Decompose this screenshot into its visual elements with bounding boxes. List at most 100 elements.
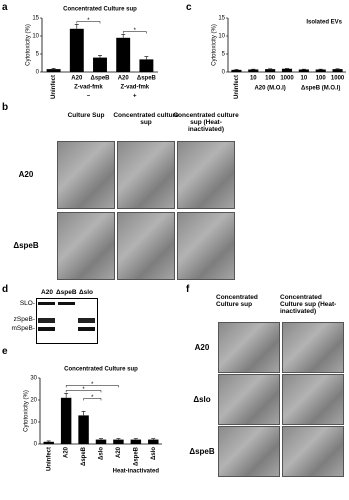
micrograph bbox=[117, 212, 175, 280]
significance-mark: * bbox=[91, 395, 94, 401]
group-label: Z-vad-fmk bbox=[120, 85, 149, 91]
bar bbox=[95, 439, 107, 444]
error-bar bbox=[51, 68, 56, 70]
micrograph bbox=[218, 322, 280, 373]
x-tick-label: A20 bbox=[116, 446, 122, 458]
micrograph bbox=[177, 141, 235, 209]
error-bar bbox=[133, 438, 138, 440]
micrograph bbox=[218, 426, 280, 477]
error-bar bbox=[46, 440, 51, 442]
y-tick-label: 15 bbox=[32, 16, 39, 22]
x-tick-label: 100 bbox=[265, 76, 276, 82]
x-tick-label: ΔspeB bbox=[133, 446, 139, 466]
y-tick-label: 10 bbox=[30, 420, 37, 426]
micrograph bbox=[282, 374, 344, 425]
y-axis-label: Cytotoxicity (%) bbox=[24, 390, 30, 432]
significance-mark: * bbox=[134, 28, 137, 34]
y-tick-label: 10 bbox=[218, 34, 225, 40]
significance-bracket bbox=[65, 385, 119, 388]
x-tick-label: Uninfect bbox=[46, 447, 52, 471]
bar bbox=[93, 57, 107, 72]
group-sign: + bbox=[133, 94, 137, 100]
bar bbox=[315, 69, 326, 72]
y-tick-label: 0 bbox=[36, 70, 40, 76]
error-bar bbox=[99, 438, 103, 440]
y-tick-label: 0 bbox=[34, 442, 38, 448]
x-tick-label: 1000 bbox=[280, 76, 294, 82]
bar bbox=[113, 439, 124, 444]
blot-band bbox=[78, 318, 95, 323]
x-tick-label: ΔspeB bbox=[137, 76, 157, 82]
y-axis-label: Cytotoxicity (%) bbox=[26, 24, 32, 66]
band-label: mSpeB- bbox=[11, 325, 35, 332]
micrograph bbox=[177, 212, 235, 280]
blot-band bbox=[78, 327, 95, 331]
y-axis-label: Cytotoxicity (%) bbox=[212, 24, 218, 66]
column-header: Concentrated Culture sup (Heat-inactivat… bbox=[280, 294, 337, 315]
x-tick-label: Uninfect bbox=[234, 75, 240, 99]
group-label: ΔspeB (M.O.I) bbox=[301, 86, 340, 92]
x-tick-label: 10 bbox=[250, 76, 257, 82]
row-label: A20 bbox=[194, 342, 210, 352]
micrograph bbox=[282, 426, 344, 477]
y-tick-label: 5 bbox=[36, 52, 40, 58]
column-header: Concentrated culture sup (Heat-inactivat… bbox=[173, 112, 239, 133]
x-tick-label: 100 bbox=[316, 76, 327, 82]
error-bar bbox=[64, 393, 69, 398]
micrograph bbox=[282, 322, 344, 373]
blot-band bbox=[38, 327, 55, 331]
error-bar bbox=[151, 438, 156, 440]
band-label: SLO- bbox=[19, 300, 35, 307]
panel-letter: e bbox=[2, 346, 8, 357]
significance-bracket bbox=[76, 21, 101, 24]
x-tick-label: Δslo bbox=[99, 447, 105, 460]
bar bbox=[46, 69, 61, 72]
bar bbox=[60, 397, 72, 444]
row-label: Δslo bbox=[193, 394, 211, 404]
bar bbox=[69, 28, 84, 72]
row-label: ΔspeB bbox=[189, 446, 215, 456]
bar bbox=[116, 37, 131, 72]
x-tick-label: 1000 bbox=[331, 76, 345, 82]
micrograph bbox=[57, 212, 115, 280]
significance-mark: * bbox=[82, 387, 85, 393]
lane-label: A20 bbox=[41, 289, 53, 296]
band-label: zSpeB- bbox=[13, 316, 35, 323]
y-tick-label: 10 bbox=[32, 34, 39, 40]
bar bbox=[78, 415, 89, 444]
bar bbox=[139, 59, 154, 72]
panel-letter: d bbox=[2, 284, 9, 295]
x-tick-label: A20 bbox=[64, 446, 70, 458]
y-tick-label: 5 bbox=[222, 52, 226, 58]
y-tick-label: 20 bbox=[30, 398, 37, 404]
bar bbox=[130, 439, 142, 444]
panel-letter: b bbox=[2, 102, 9, 113]
significance-bracket bbox=[83, 398, 102, 401]
y-tick-label: 30 bbox=[30, 376, 37, 382]
bar bbox=[248, 69, 259, 72]
row-label: ΔspeB bbox=[13, 241, 39, 250]
chart-title: Concentrated Culture sup bbox=[63, 7, 137, 13]
panel-letter: c bbox=[186, 2, 192, 13]
bar bbox=[148, 439, 159, 444]
error-bar bbox=[81, 411, 86, 416]
x-tick-label: ΔspeB bbox=[81, 446, 87, 466]
blot-band bbox=[58, 302, 75, 305]
micrograph bbox=[57, 141, 115, 209]
panel-letter: a bbox=[2, 2, 8, 13]
column-header: Concentrated Culture sup bbox=[216, 294, 258, 308]
lane-label: ΔspeB bbox=[56, 289, 77, 296]
error-bar bbox=[121, 34, 126, 38]
significance-mark: * bbox=[87, 18, 90, 24]
significance-mark: * bbox=[91, 382, 94, 388]
x-tick-label: 10 bbox=[301, 76, 308, 82]
column-header: Concentrated culture sup bbox=[113, 112, 179, 126]
blot-band bbox=[38, 318, 55, 323]
x-tick-label: ΔspeB bbox=[91, 76, 111, 82]
lane-label: Δslo bbox=[78, 289, 94, 296]
row-label: A20 bbox=[18, 170, 34, 179]
chart-title: Isolated EVs bbox=[306, 20, 342, 26]
group-label: A20 (M.O.I) bbox=[254, 86, 285, 92]
